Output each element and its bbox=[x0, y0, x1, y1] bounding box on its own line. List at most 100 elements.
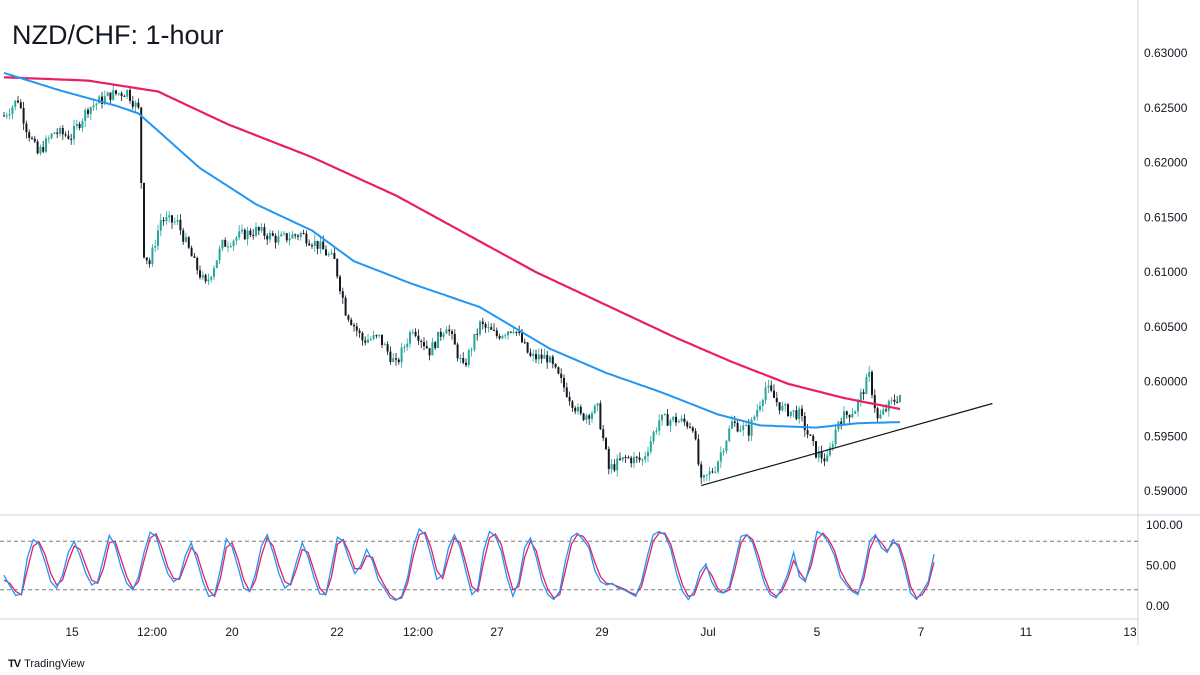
candle bbox=[711, 467, 714, 474]
candle bbox=[397, 357, 400, 365]
candle bbox=[176, 214, 179, 225]
candle bbox=[865, 373, 868, 395]
candle bbox=[644, 451, 647, 464]
price-tick-label: 0.62500 bbox=[1144, 101, 1188, 115]
candle bbox=[753, 415, 756, 422]
candle bbox=[770, 380, 773, 393]
candle bbox=[75, 119, 78, 130]
candle bbox=[3, 111, 5, 117]
candle bbox=[73, 119, 75, 145]
candle bbox=[554, 363, 557, 369]
candle bbox=[39, 144, 42, 156]
candle bbox=[445, 326, 448, 334]
candle bbox=[773, 384, 775, 399]
candle bbox=[728, 425, 731, 443]
candle bbox=[129, 86, 131, 104]
candle bbox=[549, 354, 551, 363]
candle bbox=[621, 456, 624, 463]
rising-trendline[interactable] bbox=[701, 402, 993, 487]
candle bbox=[700, 461, 703, 484]
candle bbox=[529, 348, 532, 358]
tradingview-brand[interactable]: TV TradingView bbox=[8, 658, 85, 670]
candle bbox=[677, 419, 680, 423]
candle bbox=[263, 223, 266, 240]
candle bbox=[437, 331, 439, 349]
candle bbox=[613, 459, 616, 473]
candle bbox=[285, 232, 288, 243]
candle bbox=[288, 231, 291, 246]
candle bbox=[431, 337, 434, 356]
candle bbox=[215, 260, 218, 269]
slow-moving-average-line bbox=[3, 76, 901, 411]
tradingview-logo-icon: TV bbox=[8, 658, 21, 670]
candle bbox=[705, 474, 708, 481]
candle bbox=[683, 414, 686, 426]
candle bbox=[50, 132, 53, 140]
candle bbox=[255, 222, 257, 238]
candle bbox=[241, 224, 243, 235]
candle bbox=[364, 336, 367, 346]
oscillator-axis-labels: 100.00 50.00 0.00 bbox=[1146, 518, 1183, 613]
candle bbox=[305, 230, 308, 247]
candle bbox=[546, 350, 549, 369]
candle bbox=[565, 382, 568, 398]
candle bbox=[890, 397, 893, 405]
candle bbox=[182, 227, 185, 245]
candle bbox=[462, 352, 465, 365]
candle bbox=[627, 455, 630, 459]
candle bbox=[420, 339, 423, 349]
candle bbox=[308, 239, 311, 246]
candle bbox=[277, 230, 280, 246]
candle bbox=[815, 441, 817, 459]
candle bbox=[451, 329, 453, 340]
candle bbox=[599, 400, 602, 430]
candle bbox=[703, 474, 705, 483]
candle bbox=[537, 348, 540, 365]
candle bbox=[823, 453, 826, 467]
candle bbox=[465, 358, 467, 368]
candle bbox=[45, 135, 47, 154]
candle bbox=[168, 211, 171, 223]
candle bbox=[120, 91, 123, 102]
candle bbox=[476, 328, 479, 341]
candle bbox=[269, 229, 271, 243]
candle bbox=[199, 265, 201, 280]
candle bbox=[635, 455, 638, 464]
candle bbox=[313, 234, 316, 252]
candle bbox=[686, 420, 689, 430]
candle bbox=[347, 314, 350, 322]
candle bbox=[358, 328, 361, 338]
candle bbox=[196, 256, 199, 275]
candle bbox=[5, 112, 8, 120]
candle bbox=[193, 252, 196, 259]
candle bbox=[123, 94, 126, 97]
oscillator-reference-lines bbox=[0, 540, 1138, 591]
candle bbox=[218, 245, 221, 264]
candle bbox=[887, 399, 890, 417]
candle bbox=[361, 331, 364, 346]
candle bbox=[201, 270, 204, 281]
candle bbox=[795, 405, 798, 421]
candle bbox=[596, 402, 599, 412]
candle bbox=[294, 233, 297, 239]
candle bbox=[579, 404, 582, 416]
candle bbox=[367, 334, 369, 344]
candle bbox=[778, 402, 781, 415]
candle bbox=[809, 434, 812, 436]
candle bbox=[756, 404, 759, 421]
candle bbox=[854, 410, 857, 414]
candle bbox=[501, 334, 504, 340]
candle bbox=[235, 236, 238, 245]
candle bbox=[389, 346, 392, 365]
candle bbox=[271, 230, 274, 237]
candle bbox=[159, 213, 162, 237]
candle bbox=[148, 257, 151, 268]
candle bbox=[672, 416, 675, 423]
candle bbox=[557, 366, 560, 375]
time-tick-label: 12:00 bbox=[137, 625, 167, 639]
candle bbox=[165, 211, 168, 225]
candle bbox=[14, 100, 17, 111]
candle bbox=[602, 425, 605, 441]
candle bbox=[571, 400, 574, 412]
